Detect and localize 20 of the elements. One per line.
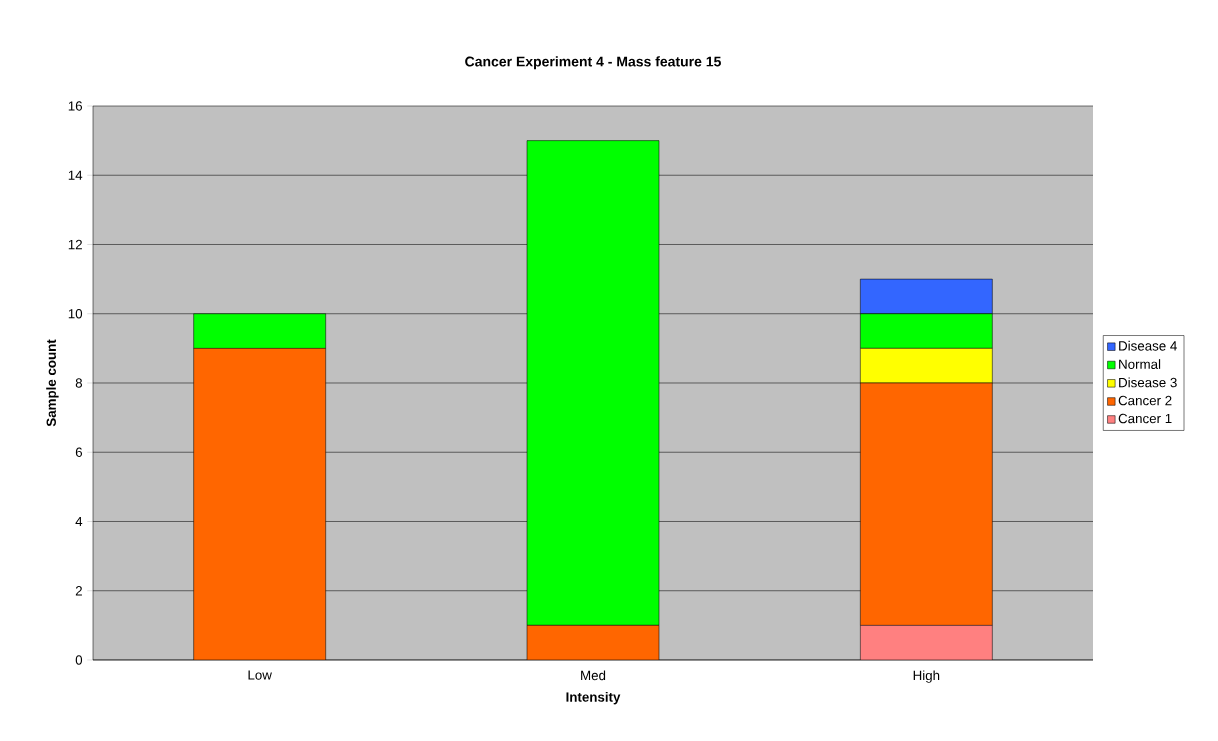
y-tick-label: 6: [75, 447, 83, 457]
y-tick-label: 10: [68, 309, 83, 319]
y-tick-label: 16: [68, 101, 83, 111]
y-tick-label: 0: [75, 655, 83, 665]
y-tick-label: 14: [68, 170, 83, 180]
legend-label: Cancer 1: [1118, 413, 1172, 424]
y-tick-label: 12: [68, 239, 82, 250]
y-tick-label: 2: [75, 586, 82, 596]
legend-label: Cancer 2: [1118, 395, 1172, 406]
y-axis-title: Sample count: [46, 339, 59, 427]
legend-label: Disease 4: [1119, 340, 1177, 351]
x-tick-label: Low: [248, 670, 272, 680]
chart-title: Cancer Experiment 4 - Mass feature 15: [465, 56, 721, 70]
x-tick-label: High: [913, 670, 940, 683]
x-axis-title: Intensity: [566, 691, 621, 705]
legend-label: Disease 3: [1119, 377, 1177, 388]
y-tick-label: 8: [75, 378, 83, 388]
legend-label: Normal: [1119, 359, 1161, 369]
x-tick-label: Med: [581, 670, 606, 681]
y-tick-label: 4: [75, 516, 83, 527]
